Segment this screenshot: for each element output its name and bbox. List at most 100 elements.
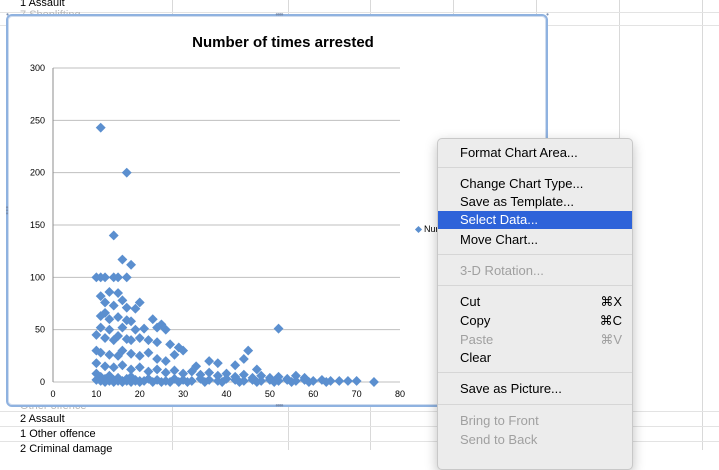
data-point [351,376,362,386]
data-point [126,364,137,375]
data-point [178,368,189,379]
data-point [238,369,249,380]
data-point [104,287,115,297]
cell-row-bottom-2[interactable]: 2 Assault [20,413,65,425]
data-point [321,377,332,387]
data-point [95,122,106,133]
context-menu: Format Chart Area... Change Chart Type...… [437,138,633,470]
data-point [126,259,137,270]
menu-item-paste: Paste ⌘V [438,331,632,349]
x-tick-label: 50 [265,389,275,399]
resize-handle-top-right[interactable]: • [546,10,549,19]
y-tick-label: 150 [30,220,45,230]
data-point [152,354,163,364]
data-point [269,377,280,387]
data-point [117,254,128,265]
data-point [130,324,141,335]
data-point [251,377,262,387]
data-point [286,377,297,387]
cell-row-top-1[interactable]: 1 Assault [20,0,65,9]
data-point [134,297,145,308]
data-point [152,337,163,348]
y-tick-label: 300 [30,63,45,73]
menu-item-select-data[interactable]: Select Data... [438,211,632,229]
chart-title[interactable]: Number of times arrested [192,34,374,51]
resize-handle-top[interactable]: •••• [275,10,283,19]
data-point [334,376,345,386]
data-point [139,323,150,334]
data-point [143,366,154,377]
legend-entry: Nur [424,224,439,234]
x-tick-label: 70 [352,389,362,399]
menu-item-shortcut: ⌘X [600,294,622,309]
menu-item-label: Send to Back [460,432,538,447]
scatter-plot[interactable]: 0 50 100 150 200 250 300 0 10 20 30 40 50 60 70 80 [8,16,546,405]
chart-legend[interactable]: Nur [414,224,439,234]
data-point [212,358,223,369]
data-point [165,377,176,387]
resize-handle-left[interactable]: • • • [5,203,9,218]
menu-item-move-chart[interactable]: Move Chart... [438,231,632,249]
data-point [152,364,163,375]
resize-handle-bottom[interactable]: •••• [275,401,283,410]
data-point [121,272,132,283]
data-point [169,349,180,360]
x-tick-label: 40 [221,389,231,399]
data-point [160,356,171,367]
data-point [238,354,249,364]
cell-row-bottom-3[interactable]: 1 Other offence [20,428,96,440]
data-point [113,312,124,323]
resize-handle-top-left[interactable]: • [6,10,9,19]
chart-area[interactable]: •••• •••• • • • • • Number of times arrest… [5,10,549,410]
legend-marker-icon [414,226,423,234]
data-point [169,365,180,376]
x-tick-label: 30 [178,389,188,399]
menu-item-save-as-picture[interactable]: Save as Picture... [438,380,632,398]
menu-item-label: 3-D Rotation... [460,263,544,278]
cell-row-bottom-4[interactable]: 2 Criminal damage [20,443,113,455]
x-tick-label: 0 [50,389,55,399]
data-point [152,322,163,333]
data-point [117,360,128,371]
data-point [126,348,137,359]
menu-item-change-chart-type[interactable]: Change Chart Type... [438,175,632,193]
y-tick-label: 250 [30,115,45,125]
data-point [243,345,254,356]
data-point [108,300,119,311]
column-divider [702,0,703,450]
data-point [126,316,137,327]
data-point [273,323,284,334]
data-point [173,377,184,387]
data-point [156,377,167,387]
menu-item-label: Select Data... [460,212,539,227]
data-point [143,347,154,358]
data-point [290,370,301,381]
data-point [230,360,241,371]
data-point [160,367,171,378]
menu-item-label: Change Chart Type... [460,176,584,191]
menu-item-save-as-template[interactable]: Save as Template... [438,193,632,211]
menu-separator [438,167,632,168]
data-point [186,366,197,377]
data-point [147,314,158,325]
menu-item-format-chart-area[interactable]: Format Chart Area... [438,144,632,162]
menu-item-cut[interactable]: Cut ⌘X [438,293,632,311]
data-point [126,335,137,346]
data-point [212,370,223,381]
data-point [134,333,145,343]
menu-item-label: Clear [460,350,492,365]
menu-item-clear[interactable]: Clear [438,349,632,367]
data-point [178,345,189,356]
data-point [221,368,232,379]
x-tick-label: 80 [395,389,405,399]
row-divider [0,411,719,412]
menu-separator [438,372,632,373]
menu-item-shortcut: ⌘C [599,313,622,328]
data-point [204,356,215,367]
data-point [91,358,102,369]
menu-separator [438,404,632,405]
menu-item-copy[interactable]: Copy ⌘C [438,312,632,330]
menu-separator [438,254,632,255]
data-point [121,167,132,178]
data-point [251,364,262,375]
